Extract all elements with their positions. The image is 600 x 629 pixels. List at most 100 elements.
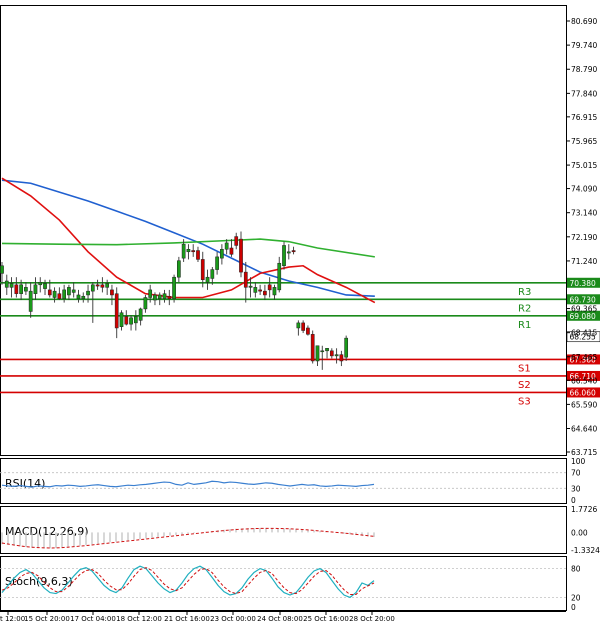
candle-body: [243, 271, 248, 288]
macd-title: MACD(12,26,9): [5, 525, 89, 538]
candle-body: [43, 283, 47, 289]
candle-body: [138, 308, 143, 321]
stoch-main-line: [1, 565, 375, 599]
candle-body: [133, 316, 138, 324]
candle-body: [286, 251, 291, 254]
candle-body: [100, 284, 105, 288]
candle-body: [196, 250, 200, 260]
level-name-s2: S2: [518, 380, 531, 391]
rsi-tick-label: 100: [571, 457, 586, 466]
candle-body: [9, 283, 14, 288]
price-panel-frame: [0, 5, 567, 456]
candle-body: [153, 294, 157, 301]
time-tick-label: 18 Oct 12:00: [116, 615, 162, 623]
rsi-tick-label: 30: [571, 484, 581, 493]
candle-body: [172, 276, 176, 300]
price-tick-label: 63.715: [571, 448, 597, 457]
candle-body: [248, 285, 253, 288]
stoch-tick-label: 80: [571, 565, 581, 574]
stoch-tick-label: 20: [571, 593, 581, 602]
candle-body: [277, 262, 282, 291]
level-name-s3: S3: [518, 396, 531, 407]
macd-tick-label: 1.7726: [571, 505, 597, 514]
candle-body: [90, 284, 95, 292]
candle-body: [224, 242, 229, 250]
price-tick-label: 80.690: [571, 17, 597, 26]
macd-signal-line: [1, 527, 375, 549]
candle-body: [95, 284, 100, 287]
macd-panel-frame: [0, 506, 567, 554]
level-name-s1: S1: [518, 363, 531, 374]
candle-body: [325, 348, 329, 352]
price-tick-label: 68.415: [571, 329, 597, 338]
candle-body: [205, 276, 210, 283]
price-tick-label: 74.090: [571, 185, 597, 194]
current-price-label: 68.255: [570, 333, 596, 342]
rsi-panel-frame: [0, 458, 567, 504]
price-tick-label: 75.015: [571, 161, 597, 170]
candle-body: [33, 284, 38, 294]
candle-body: [110, 289, 114, 296]
moving-average-line-1: [1, 179, 375, 298]
candle-body: [19, 284, 23, 294]
candle-body: [234, 236, 239, 246]
candle-body: [52, 290, 57, 298]
level-tag-r1: [567, 310, 600, 321]
candle-body: [306, 327, 310, 335]
candle-body: [76, 294, 81, 300]
time-tick-label: 25 Oct 16:00: [303, 615, 349, 623]
candle-body: [81, 295, 86, 300]
time-tick-label: 24 Oct 08:00: [257, 615, 303, 623]
level-value-s3: 66.060: [570, 388, 596, 397]
time-tick-label: t 12:00: [0, 615, 25, 623]
candle-body: [339, 354, 344, 362]
level-name-r3: R3: [518, 287, 531, 298]
candle-body: [320, 350, 325, 353]
price-tick-label: 78.790: [571, 65, 597, 74]
candle-body: [119, 312, 124, 327]
level-name-r2: R2: [518, 303, 531, 314]
candle-body: [28, 290, 33, 312]
candle-body: [47, 289, 52, 296]
moving-average-line-2: [1, 177, 376, 304]
candle-body: [124, 316, 129, 325]
candle-body: [210, 269, 215, 279]
candle-body: [167, 295, 172, 300]
rsi-tick-label: 70: [571, 469, 581, 478]
level-name-r1: R1: [518, 320, 531, 331]
price-tick-label: 64.640: [571, 425, 597, 434]
candle-body: [157, 294, 162, 300]
candle-body: [329, 350, 334, 357]
candle-body: [282, 245, 286, 267]
price-tick-label: 65.590: [571, 400, 597, 409]
candle-body: [186, 249, 191, 253]
candle-body: [272, 287, 277, 296]
price-tick-label: 69.365: [571, 305, 597, 314]
time-tick-label: 17 Oct 04:00: [70, 615, 116, 623]
price-tick-label: 79.740: [571, 41, 597, 50]
macd-tick-label: 0.00: [571, 528, 588, 537]
macd-tick-label: -1.3324: [571, 546, 600, 555]
candle-body: [229, 247, 234, 255]
price-tick-label: 75.965: [571, 137, 597, 146]
stoch-tick-label: 0: [571, 603, 576, 612]
rsi-line: [1, 480, 375, 488]
candle-body: [14, 284, 19, 294]
candle-body: [181, 243, 186, 259]
candle-body: [62, 289, 66, 300]
level-tag-s3: [567, 387, 600, 398]
candle-body: [258, 289, 262, 292]
level-value-r3: 70.380: [570, 279, 596, 288]
price-tick-label: 72.190: [571, 233, 597, 242]
candle-body: [253, 287, 258, 293]
current-price-tag: [566, 331, 600, 343]
price-tick-label: 73.140: [571, 209, 597, 218]
price-tick-label: 67.465: [571, 353, 597, 362]
level-tag-r3: [567, 277, 600, 288]
candle-body: [67, 287, 71, 296]
level-value-r1: 69.080: [570, 312, 596, 321]
candle-body: [86, 290, 90, 296]
